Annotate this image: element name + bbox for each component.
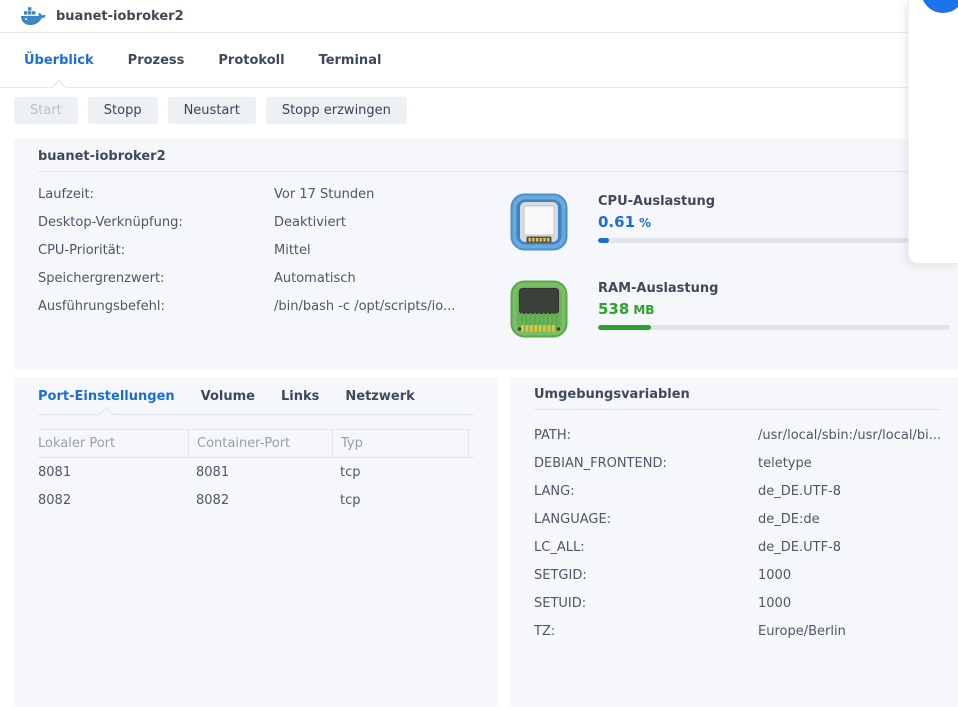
divider (38, 171, 934, 172)
env-name: SETGID: (534, 567, 587, 583)
column-header-typ[interactable]: Typ (332, 430, 468, 457)
cpu-icon (510, 193, 568, 251)
column-header-lokaler-port[interactable]: Lokaler Port (38, 436, 116, 451)
detail-row-verknuepfung: Desktop-Verknüpfung: Deaktiviert (38, 208, 510, 236)
detail-value: /bin/bash -c /opt/scripts/io... (274, 298, 456, 314)
blue-circle-icon[interactable] (921, 0, 958, 13)
env-card-title: Umgebungsvariablen (534, 387, 690, 402)
ram-usage-title: RAM-Auslastung (598, 281, 719, 296)
tab-port-einstellungen[interactable]: Port-Einstellungen (38, 389, 175, 404)
cpu-progress-fill (598, 238, 609, 243)
cell-container-port: 8082 (196, 492, 230, 508)
overview-card: buanet-iobroker2 Laufzeit: Vor 17 Stunde… (14, 139, 958, 370)
detail-label: Laufzeit: (38, 186, 94, 202)
detail-label: Speichergrenzwert: (38, 270, 165, 286)
column-header-container-port[interactable]: Container-Port (188, 430, 332, 457)
env-value: de_DE.UTF-8 (758, 539, 842, 555)
divider (534, 409, 942, 410)
window-titlebar: buanet-iobroker2 (0, 0, 958, 33)
detail-row-laufzeit: Laufzeit: Vor 17 Stunden (38, 180, 510, 208)
tab-netzwerk[interactable]: Netzwerk (345, 389, 415, 404)
ports-table-header: Lokaler Port Container-Port Typ (38, 429, 474, 458)
env-name: LC_ALL: (534, 539, 585, 555)
env-value: /usr/local/sbin:/usr/local/bi... (758, 427, 942, 443)
env-value: Europe/Berlin (758, 623, 846, 639)
cpu-usage-value: 0.61% (598, 213, 652, 231)
tab-prozess[interactable]: Prozess (127, 52, 185, 68)
table-row[interactable]: 8081 8081 tcp (38, 458, 474, 486)
detail-row-speichergrenzwert: Speichergrenzwert: Automatisch (38, 264, 510, 292)
env-name: SETUID: (534, 595, 587, 611)
detail-value: Automatisch (274, 270, 356, 286)
env-value: de_DE:de (758, 511, 820, 527)
env-value: 1000 (758, 567, 792, 583)
docker-whale-icon (20, 5, 46, 27)
env-name: DEBIAN_FRONTEND: (534, 455, 667, 471)
cell-lokaler-port: 8082 (38, 492, 72, 508)
env-row-setgid: SETGID: 1000 (534, 561, 941, 589)
cpu-usage-block: CPU-Auslastung 0.61% (510, 193, 950, 251)
force-stop-button[interactable]: Stopp erzwingen (265, 97, 407, 124)
container-details: Laufzeit: Vor 17 Stunden Desktop-Verknüp… (38, 180, 510, 338)
detail-value: Vor 17 Stunden (274, 186, 375, 202)
env-variable-list: PATH: /usr/local/sbin:/usr/local/bi... D… (510, 410, 958, 645)
detail-row-cpu-prioritaet: CPU-Priorität: Mittel (38, 236, 510, 264)
detail-row-ausfuehrungsbefehl: Ausführungsbefehl: /bin/bash -c /opt/scr… (38, 292, 510, 320)
resource-usage: CPU-Auslastung 0.61% (510, 180, 950, 338)
cpu-usage-title: CPU-Auslastung (598, 194, 716, 209)
ports-card-tabstrip: Port-Einstellungen Volume Links Netzwerk (38, 377, 474, 415)
ram-usage-value: 538 MB (598, 300, 655, 318)
env-row-setuid: SETUID: 1000 (534, 589, 941, 617)
env-row-language: LANGUAGE: de_DE:de (534, 505, 941, 533)
env-name: TZ: (534, 623, 556, 639)
page-title: buanet-iobroker2 (56, 8, 184, 24)
env-row-path: PATH: /usr/local/sbin:/usr/local/bi... (534, 421, 941, 449)
detail-label: Ausführungsbefehl: (38, 298, 165, 314)
ram-progress-fill (598, 325, 651, 330)
cell-typ: tcp (340, 464, 361, 480)
env-name: LANGUAGE: (534, 511, 612, 527)
env-name: LANG: (534, 483, 575, 499)
env-row-lc-all: LC_ALL: de_DE.UTF-8 (534, 533, 941, 561)
env-row-lang: LANG: de_DE.UTF-8 (534, 477, 941, 505)
popup-panel (908, 0, 958, 264)
start-button[interactable]: Start (14, 97, 78, 124)
detail-label: Desktop-Verknüpfung: (38, 214, 183, 230)
cell-typ: tcp (340, 492, 361, 508)
env-value: de_DE.UTF-8 (758, 483, 842, 499)
detail-value: Mittel (274, 242, 311, 258)
tab-volume[interactable]: Volume (200, 389, 255, 404)
ports-table: Lokaler Port Container-Port Typ 8081 808… (38, 429, 474, 514)
env-value: 1000 (758, 595, 792, 611)
ram-progressbar (598, 325, 950, 330)
env-row-tz: TZ: Europe/Berlin (534, 617, 941, 645)
restart-button[interactable]: Neustart (167, 97, 256, 124)
ram-usage-block: RAM-Auslastung 538 MB (510, 280, 950, 338)
env-name: PATH: (534, 427, 571, 443)
detail-value: Deaktiviert (274, 214, 346, 230)
cell-lokaler-port: 8081 (38, 464, 72, 480)
ports-card: Port-Einstellungen Volume Links Netzwerk… (14, 377, 498, 707)
cpu-progressbar (598, 238, 950, 243)
env-row-debian-frontend: DEBIAN_FRONTEND: teletype (534, 449, 941, 477)
env-card: Umgebungsvariablen PATH: /usr/local/sbin… (510, 377, 958, 707)
action-toolbar: Start Stopp Neustart Stopp erzwingen (14, 97, 944, 124)
detail-label: CPU-Priorität: (38, 242, 126, 258)
tab-protokoll[interactable]: Protokoll (218, 52, 285, 68)
stop-button[interactable]: Stopp (87, 97, 158, 124)
table-row[interactable]: 8082 8082 tcp (38, 486, 474, 514)
tab-ueberblick[interactable]: Überblick (24, 33, 94, 87)
main-tabstrip: Überblick Prozess Protokoll Terminal (0, 33, 958, 88)
env-value: teletype (758, 455, 812, 471)
column-header-spacer (468, 430, 474, 457)
tab-links[interactable]: Links (281, 389, 320, 404)
cell-container-port: 8081 (196, 464, 230, 480)
tab-terminal[interactable]: Terminal (318, 52, 382, 68)
overview-card-title: buanet-iobroker2 (38, 149, 166, 164)
ram-icon (510, 280, 568, 338)
